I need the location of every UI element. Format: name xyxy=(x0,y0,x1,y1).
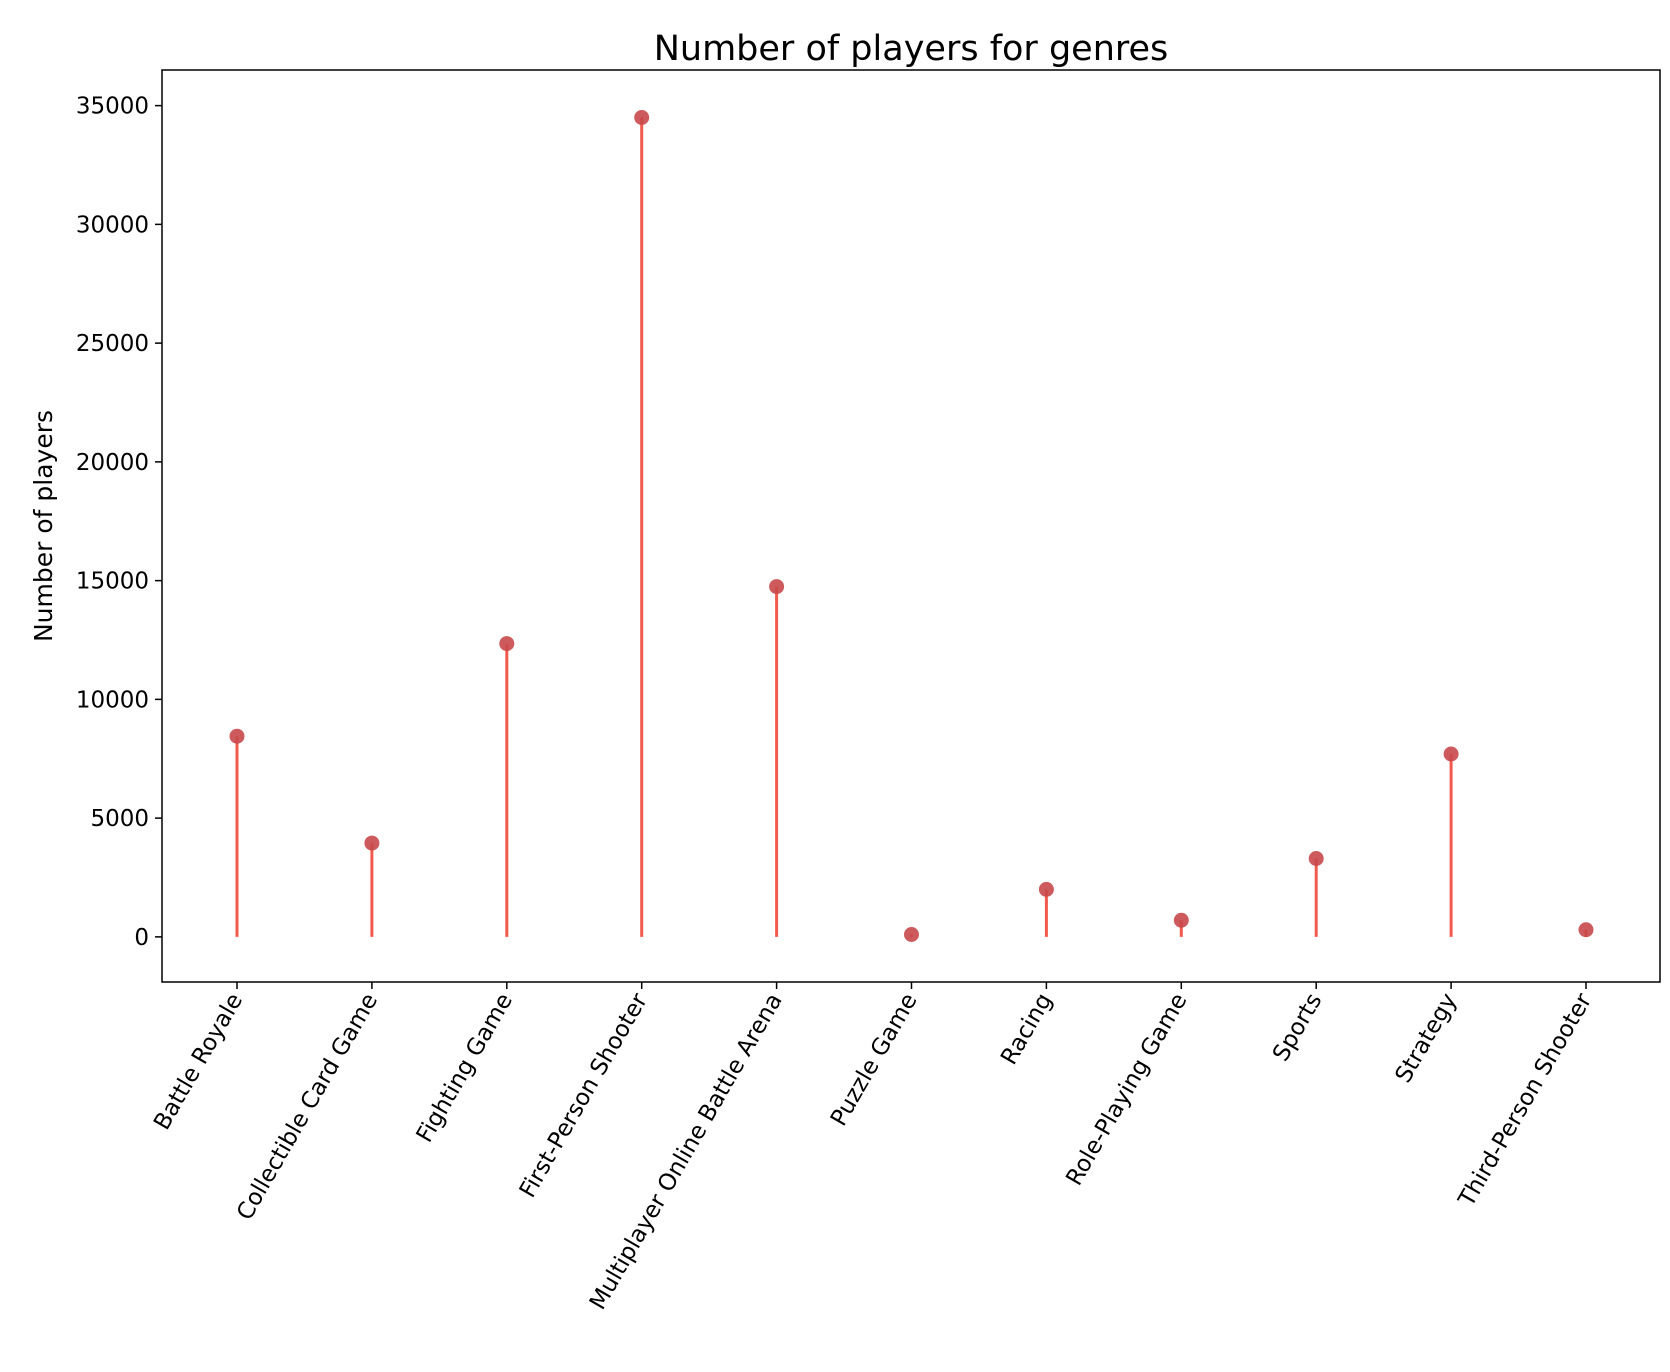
y-axis-ticks: 0 5000 10000 15000 20000 25000 30000 35000 xyxy=(76,94,162,951)
x-tick-label: Racing xyxy=(996,989,1057,1069)
data-point xyxy=(1173,912,1189,928)
x-tick-label: Sports xyxy=(1268,989,1327,1066)
data-point xyxy=(229,728,245,744)
x-tick-label: Third-Person Shooter xyxy=(1453,989,1597,1212)
x-tick-label: Collectible Card Game xyxy=(232,989,383,1225)
markers xyxy=(229,110,1594,942)
data-point xyxy=(769,579,785,595)
chart-title: Number of players for genres xyxy=(654,29,1169,69)
stems xyxy=(235,117,1588,937)
x-tick-label: Strategy xyxy=(1390,989,1462,1087)
data-point xyxy=(634,110,650,125)
y-tick-label: 25000 xyxy=(76,331,149,357)
plot-frame xyxy=(161,69,1661,983)
y-tick-label: 5000 xyxy=(90,806,149,832)
y-tick-label: 15000 xyxy=(76,569,149,595)
y-tick-label: 0 xyxy=(134,925,149,951)
x-tick-label: Role-Playing Game xyxy=(1061,989,1192,1190)
x-tick-label: Battle Royale xyxy=(149,989,248,1135)
data-point xyxy=(1308,851,1324,866)
y-axis-label: Number of players xyxy=(29,410,58,642)
x-tick-label: Puzzle Game xyxy=(826,989,923,1131)
y-tick-label: 35000 xyxy=(76,94,149,120)
data-point xyxy=(364,835,380,851)
y-tick-label: 20000 xyxy=(76,450,149,476)
y-tick-label: 10000 xyxy=(76,687,149,713)
data-point xyxy=(1038,881,1054,897)
x-tick-label: Fighting Game xyxy=(412,989,518,1147)
y-tick-label: 30000 xyxy=(76,212,149,238)
x-tick-label: First-Person Shooter xyxy=(515,989,653,1203)
data-point xyxy=(904,927,919,942)
data-point xyxy=(499,636,515,652)
data-point xyxy=(1578,922,1594,938)
data-point xyxy=(1443,746,1459,762)
